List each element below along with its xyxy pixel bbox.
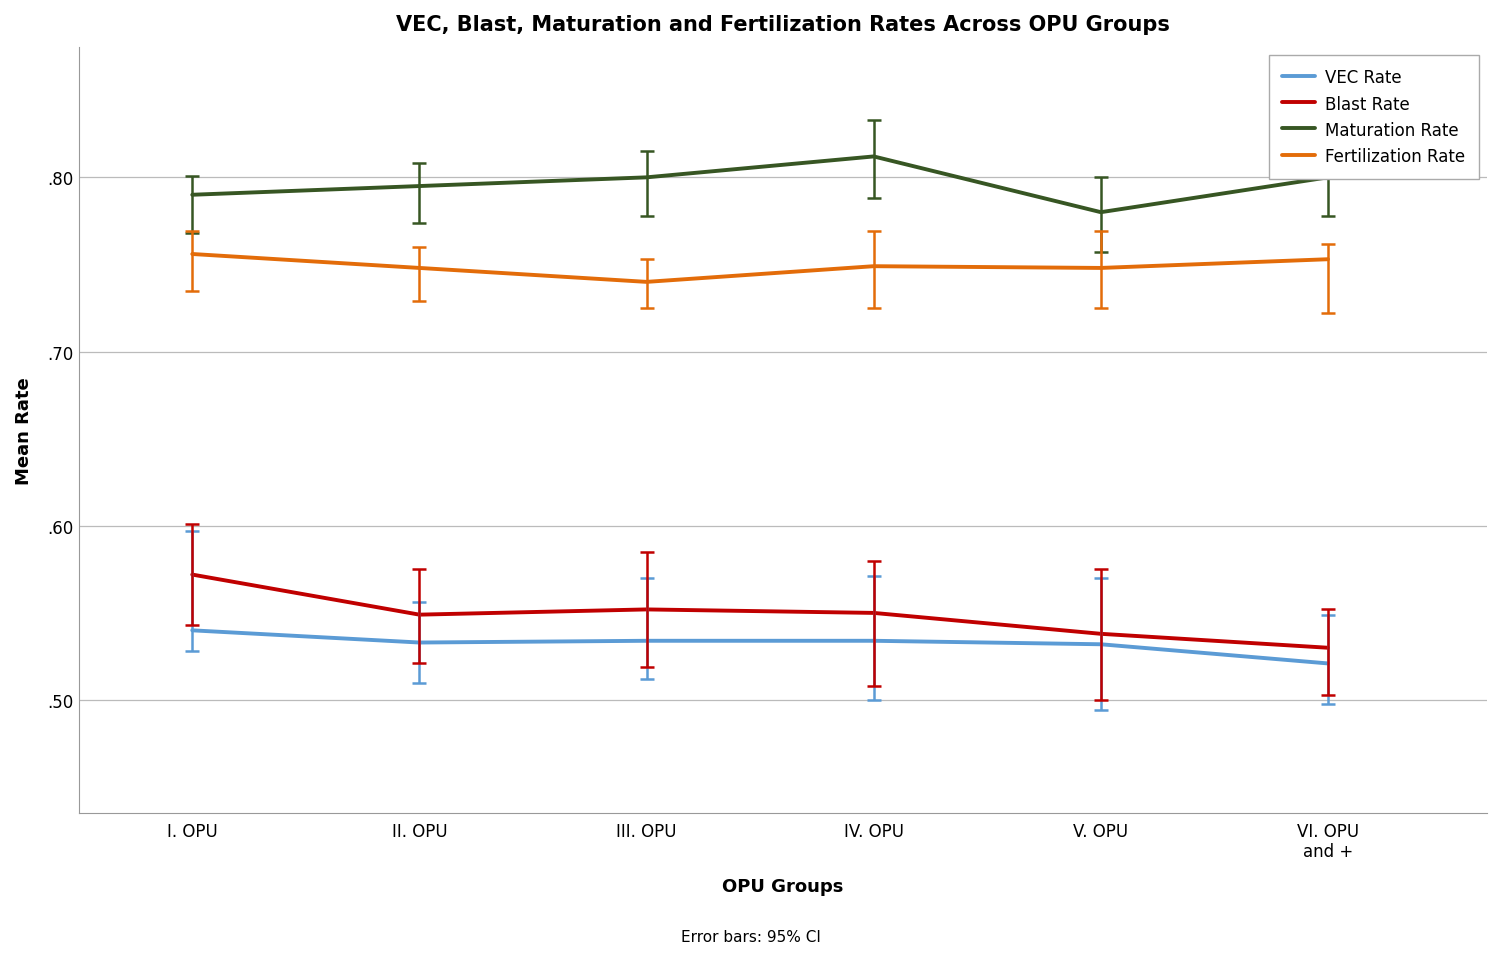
Blast Rate [637, 604, 655, 616]
VEC Rate [183, 625, 201, 637]
Legend: VEC Rate, Blast Rate, Maturation Rate, Fertilization Rate: VEC Rate, Blast Rate, Maturation Rate, F… [1269, 56, 1478, 179]
Maturation Rate [1092, 207, 1110, 218]
X-axis label: OPU Groups: OPU Groups [722, 877, 844, 895]
Maturation Rate [637, 172, 655, 184]
Maturation Rate [183, 190, 201, 201]
Title: VEC, Blast, Maturation and Fertilization Rates Across OPU Groups: VEC, Blast, Maturation and Fertilization… [397, 15, 1170, 35]
Text: Error bars: 95% CI: Error bars: 95% CI [680, 928, 822, 943]
Line: Blast Rate: Blast Rate [192, 575, 1328, 648]
VEC Rate [1092, 639, 1110, 650]
Fertilization Rate [865, 261, 883, 273]
Line: VEC Rate: VEC Rate [192, 631, 1328, 663]
Line: Maturation Rate: Maturation Rate [192, 157, 1328, 213]
VEC Rate [865, 636, 883, 647]
VEC Rate [637, 636, 655, 647]
Y-axis label: Mean Rate: Mean Rate [15, 376, 33, 484]
VEC Rate [1319, 658, 1337, 669]
Fertilization Rate [1319, 254, 1337, 266]
Fertilization Rate [637, 277, 655, 289]
Maturation Rate [1319, 172, 1337, 184]
Fertilization Rate [183, 249, 201, 260]
Blast Rate [1319, 642, 1337, 654]
Blast Rate [1092, 628, 1110, 639]
Fertilization Rate [1092, 263, 1110, 274]
Fertilization Rate [410, 263, 428, 274]
Maturation Rate [410, 181, 428, 193]
VEC Rate [410, 638, 428, 649]
Blast Rate [865, 608, 883, 619]
Blast Rate [410, 609, 428, 620]
Line: Fertilization Rate: Fertilization Rate [192, 254, 1328, 283]
Maturation Rate [865, 152, 883, 163]
Blast Rate [183, 569, 201, 580]
